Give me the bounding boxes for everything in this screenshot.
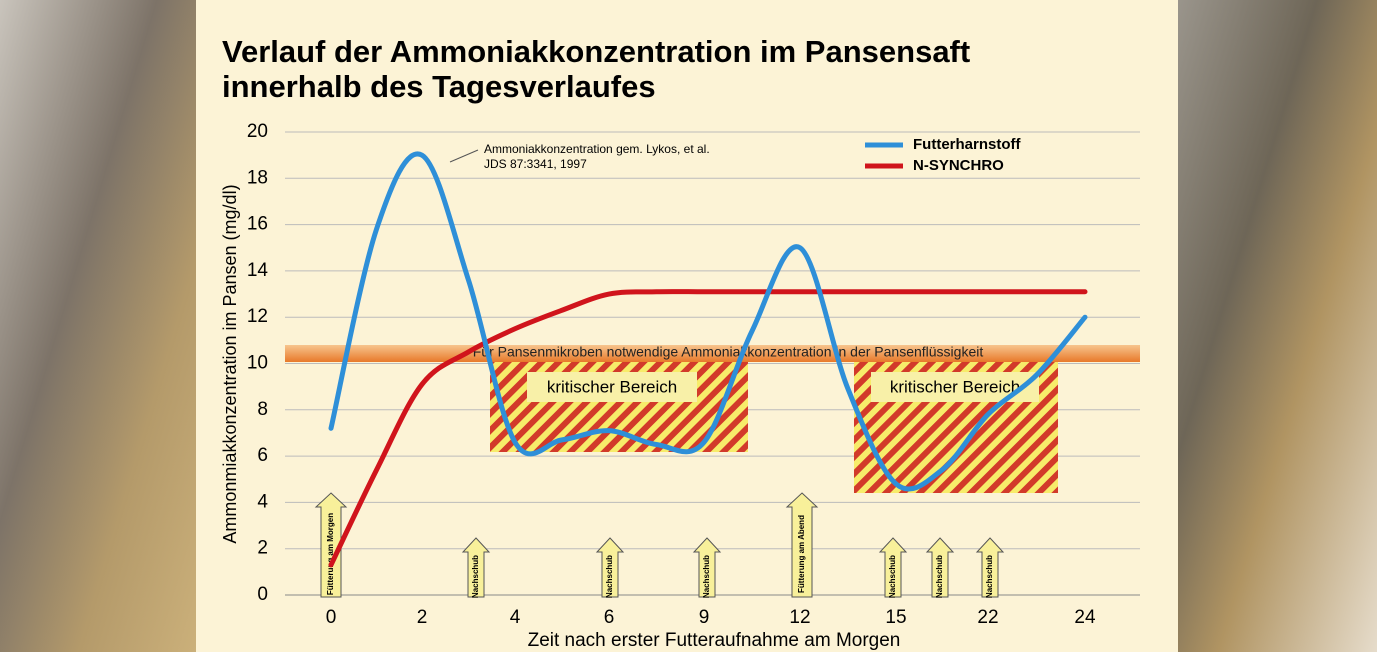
y-axis-label: Ammonmiakkonzentration im Pansen (mg/dl) [220, 184, 240, 543]
x-tick-label: 12 [789, 607, 810, 628]
feed-arrow-label: Nachschub [985, 555, 994, 598]
feed-arrow-label: Fütterung am Abend [797, 515, 806, 593]
x-tick-label: 15 [885, 607, 906, 628]
y-tick-label: 12 [247, 306, 268, 327]
y-tick-label: 4 [257, 491, 268, 512]
x-tick-label: 9 [699, 607, 710, 628]
chart-subtitle: innerhalb des Tagesverlaufes [222, 69, 656, 104]
x-tick-label: 2 [417, 607, 428, 628]
photo-right [1178, 0, 1377, 652]
source-note: JDS 87:3341, 1997 [484, 157, 587, 171]
x-axis-label: Zeit nach erster Futteraufnahme am Morge… [528, 630, 901, 651]
chart: Verlauf der Ammoniakkonzentration im Pan… [0, 0, 1377, 652]
critical-label: kritischer Bereich [890, 377, 1020, 396]
x-tick-label: 6 [604, 607, 615, 628]
legend-label: Futterharnstoff [913, 136, 1021, 153]
x-tick-label: 4 [510, 607, 521, 628]
legend-label: N-SYNCHRO [913, 157, 1004, 174]
feed-arrow-label: Nachschub [702, 555, 711, 598]
x-tick-label: 22 [977, 607, 998, 628]
y-tick-label: 14 [247, 260, 269, 281]
feed-arrow-label: Nachschub [935, 555, 944, 598]
source-note: Ammoniakkonzentration gem. Lykos, et al. [484, 142, 710, 156]
x-tick-label: 0 [326, 607, 337, 628]
threshold-label: Für Pansenmikroben notwendige Ammoniakko… [473, 344, 984, 360]
feed-arrow-label: Nachschub [605, 555, 614, 598]
x-tick-label: 24 [1074, 607, 1096, 628]
y-tick-label: 6 [257, 445, 268, 466]
y-tick-label: 0 [257, 584, 268, 605]
feed-arrow-label: Nachschub [888, 555, 897, 598]
photo-left [0, 0, 196, 652]
y-tick-label: 20 [247, 121, 268, 142]
y-tick-label: 16 [247, 214, 268, 235]
y-tick-label: 18 [247, 167, 268, 188]
chart-title: Verlauf der Ammoniakkonzentration im Pan… [222, 34, 970, 69]
critical-label: kritischer Bereich [547, 377, 677, 396]
feed-arrow-label: Nachschub [471, 555, 480, 598]
y-tick-label: 2 [257, 538, 268, 559]
y-tick-label: 8 [257, 399, 268, 420]
y-tick-label: 10 [247, 353, 268, 374]
